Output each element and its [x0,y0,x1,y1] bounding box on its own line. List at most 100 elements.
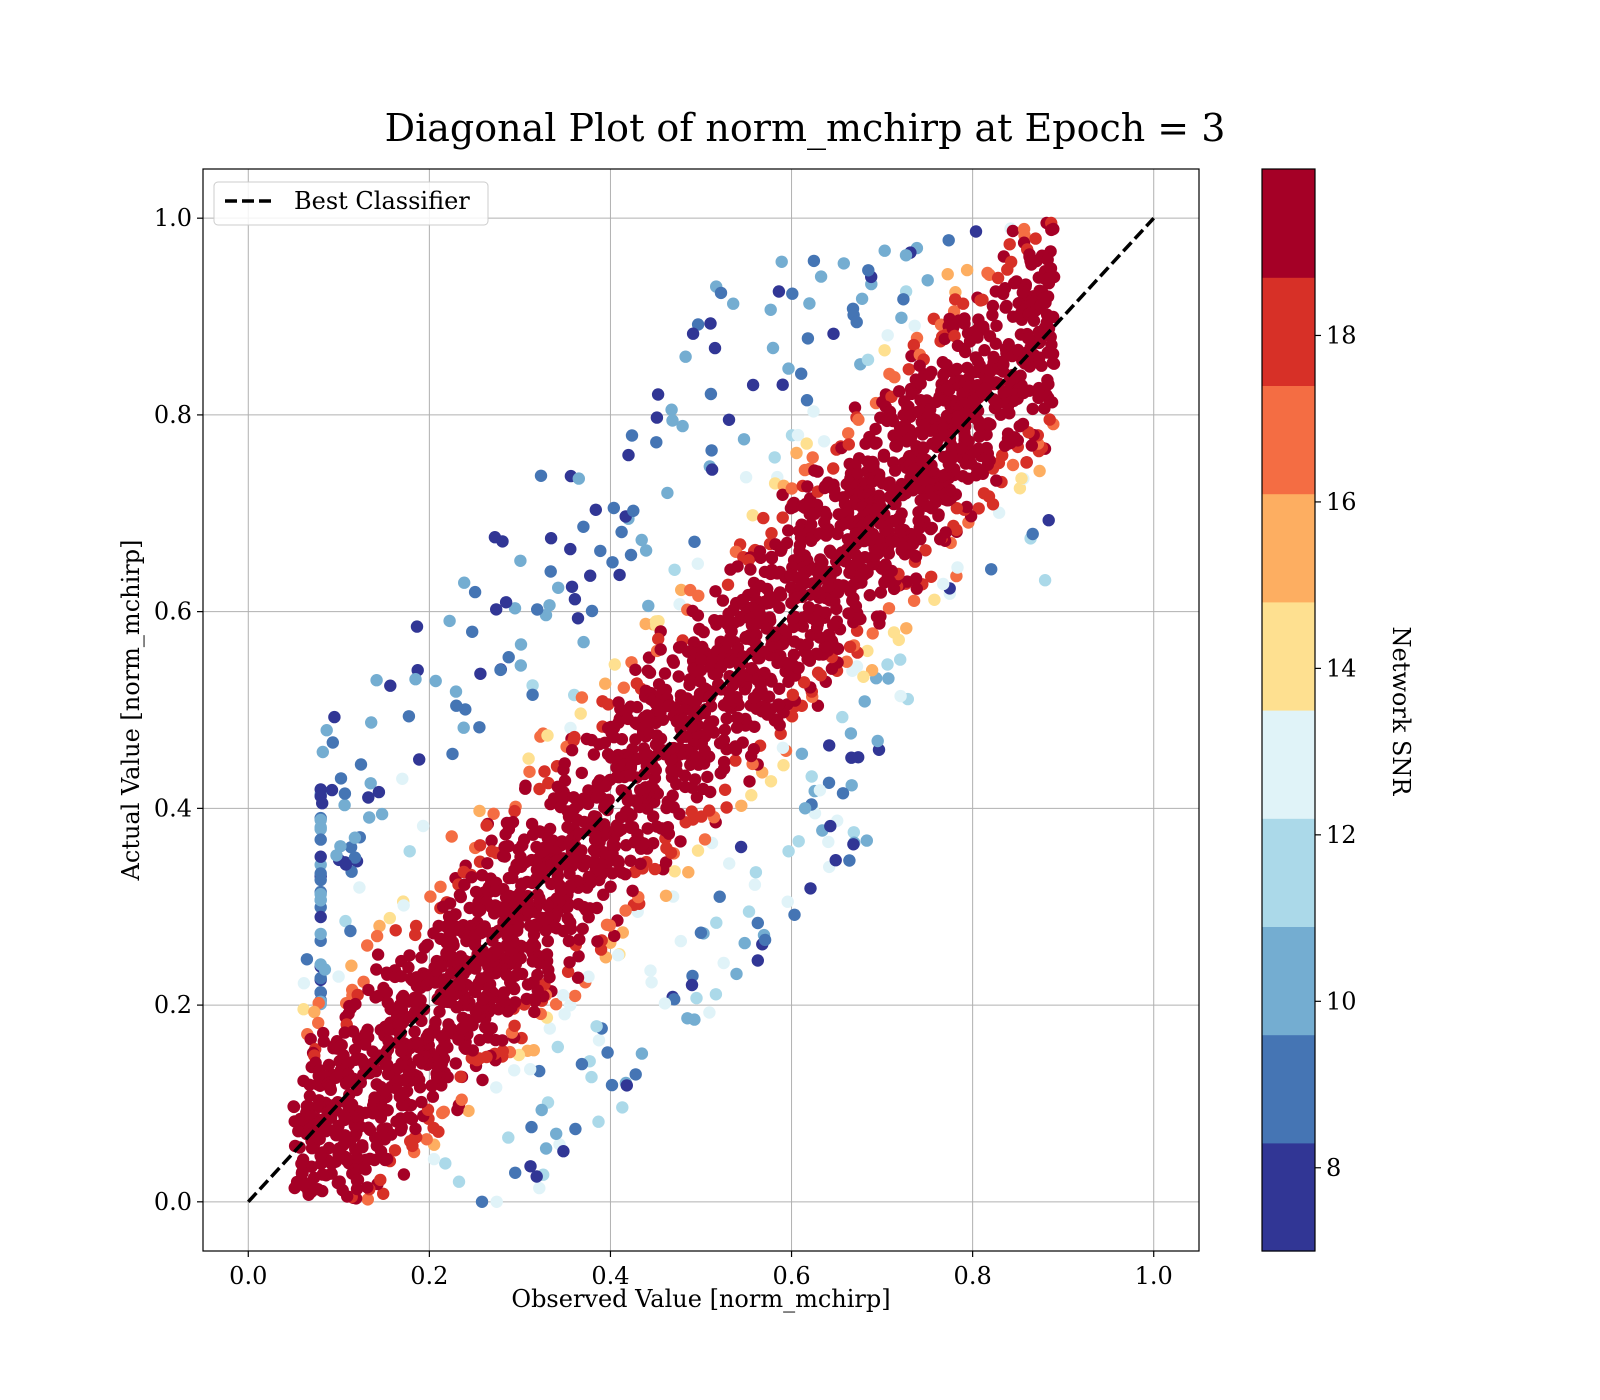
scatter-point [977,487,991,500]
scatter-point [571,612,585,625]
scatter-point [598,736,612,749]
scatter-point [552,581,565,594]
scatter-point [772,285,786,298]
scatter-point [1032,381,1046,395]
scatter-point [1027,314,1041,327]
colorbar-tick-label: 14 [1326,654,1357,682]
scatter-point [630,700,644,714]
scatter-point [354,758,368,771]
scatter-point [362,791,375,804]
scatter-point [565,580,579,593]
scatter-point [950,362,964,376]
scatter-point [465,871,478,884]
scatter-point [751,954,764,967]
scatter-point [668,993,681,1006]
scatter-point [585,604,599,618]
scatter-point [966,394,980,408]
scatter-point [330,849,343,862]
scatter-point [731,560,744,573]
scatter-point [907,594,921,607]
scatter-point [857,670,870,683]
scatter-point [376,1123,389,1136]
scatter-point [757,511,770,525]
scatter-point [765,527,778,540]
scatter-point [997,358,1010,371]
scatter-point [332,1119,345,1133]
scatter-point [836,787,850,800]
scatter-point [383,911,396,925]
scatter-point [557,763,570,777]
scatter-point [541,729,554,742]
scatter-point [900,622,913,635]
scatter-point [415,1095,428,1109]
y-tick-label: 1.0 [154,204,192,232]
scatter-point [781,895,794,908]
scatter-point [746,378,760,392]
scatter-point [304,1032,317,1046]
colorbar-segment [1262,1142,1315,1252]
y-tick-label: 0.0 [154,1188,192,1216]
scatter-point [650,820,664,833]
scatter-point [643,666,657,679]
scatter-point [919,544,932,557]
scatter-point [567,734,580,747]
scatter-point [565,744,579,757]
scatter-point [704,317,717,330]
scatter-point [659,889,673,902]
scatter-point [739,471,753,484]
scatter-point [990,474,1003,487]
scatter-point [1042,277,1056,290]
scatter-point [499,828,512,841]
scatter-point [795,367,808,380]
scatter-point [1046,356,1060,370]
scatter-point [502,1131,515,1144]
scatter-point [650,411,664,424]
scatter-point [622,448,635,462]
scatter-point [403,949,416,962]
scatter-point [446,747,459,761]
scatter-point [415,951,428,964]
scatter-point [910,582,923,595]
scatter-point [599,677,612,690]
scatter-point [782,675,795,688]
scatter-point [660,841,673,855]
scatter-point [1033,464,1046,478]
scatter-point [339,858,353,871]
scatter-point [681,1012,694,1025]
scatter-point [443,614,456,628]
scatter-point [501,1005,514,1018]
scatter-point [1040,308,1054,321]
scatter-point [786,611,800,625]
plot-frame [202,168,1200,1252]
scatter-point [959,407,972,420]
scatter-point [915,453,929,466]
scatter-point [985,563,998,576]
scatter-point [713,737,727,750]
scatter-point [723,857,736,870]
scatter-point [776,511,789,524]
scatter-point [508,1064,521,1077]
scatter-point [601,1046,614,1059]
scatter-point [801,332,815,345]
scatter-point [335,1038,348,1052]
scatter-point [705,444,718,457]
scatter-point [829,854,842,867]
scatter-point [710,916,723,929]
scatter-point [858,695,871,708]
scatter-point [842,438,855,451]
scatter-point [374,1173,387,1187]
scatter-point [765,552,779,565]
x-tick-label: 1.0 [1135,1262,1173,1290]
scatter-point [531,603,544,616]
scatter-point [928,593,941,606]
scatter-point [402,961,415,974]
scatter-point [318,963,332,976]
scatter-point [575,691,589,704]
scatter-point [845,779,858,792]
colorbar-label: Network SNR [1387,627,1415,797]
scatter-point [572,950,585,963]
scatter-point [580,854,593,868]
scatter-point [526,679,539,692]
scatter-point [825,662,839,675]
